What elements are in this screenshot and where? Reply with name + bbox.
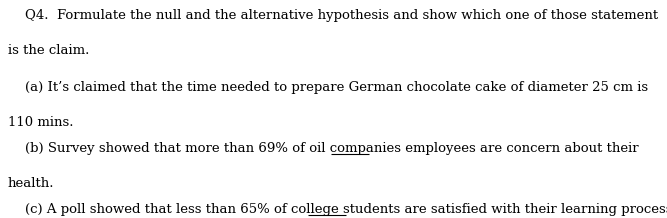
Text: is the claim.: is the claim.: [8, 44, 89, 57]
Text: 69%: 69%: [8, 142, 37, 155]
Text: (c) A poll showed that less than: (c) A poll showed that less than: [8, 203, 240, 216]
Text: (b) Survey showed that more than 69% of oil companies employees are concern abou: (b) Survey showed that more than 69% of …: [8, 142, 638, 155]
Text: health.: health.: [8, 177, 55, 190]
Text: (c) A poll showed that less than 65% of college students are satisfied with thei: (c) A poll showed that less than 65% of …: [8, 203, 667, 216]
Text: Q4.  Formulate the null and the alternative hypothesis and show which one of tho: Q4. Formulate the null and the alternati…: [8, 9, 658, 22]
Text: 65%: 65%: [8, 203, 37, 216]
Text: (a) It’s claimed that the time needed to prepare German chocolate cake of diamet: (a) It’s claimed that the time needed to…: [8, 81, 648, 94]
Text: 110 mins.: 110 mins.: [8, 116, 73, 129]
Text: (b) Survey showed that more than: (b) Survey showed that more than: [8, 142, 258, 155]
